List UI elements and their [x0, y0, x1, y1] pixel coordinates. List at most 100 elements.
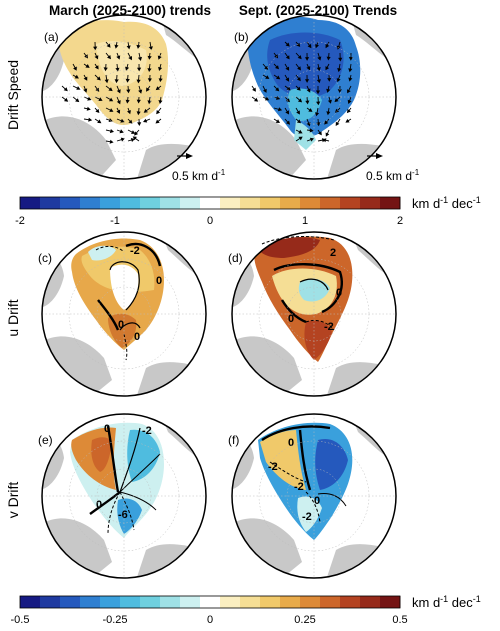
drift-vector-head: [305, 57, 310, 61]
drift-vector-head: [335, 121, 340, 126]
drift-vector: [157, 107, 162, 113]
drift-vector-head: [125, 78, 130, 83]
drift-vector: [295, 63, 300, 69]
drift-vector-head: [306, 122, 311, 127]
drift-vector-head: [305, 100, 310, 105]
drift-vector: [83, 118, 90, 121]
drift-vector-head: [136, 79, 141, 84]
column-title-sept: Sept. (2025-2100) Trends: [239, 3, 397, 18]
map-boundary: [41, 14, 207, 180]
drift-vector-head: [296, 110, 300, 115]
contour-label: -2: [324, 321, 334, 333]
drift-vector-head: [134, 131, 139, 136]
colorbar-tick-label: 0: [207, 215, 213, 227]
drift-vector-head: [147, 68, 152, 72]
drift-vector-head: [315, 44, 319, 49]
drift-vector-head: [83, 88, 88, 93]
drift-vector-head: [315, 112, 320, 117]
colorbar-swatch: [360, 197, 381, 209]
drift-vector: [284, 74, 288, 80]
colorbar-swatch: [20, 197, 41, 209]
drift-vector-head: [254, 97, 259, 102]
drift-vector-head: [275, 65, 279, 70]
drift-vector-head: [74, 74, 79, 79]
drift-vector: [72, 63, 76, 69]
panel-label: (d): [228, 251, 243, 265]
column-title-march: March (2025-2100) trends: [49, 3, 211, 18]
drift-vector: [83, 96, 89, 100]
drift-vector-head: [326, 88, 331, 93]
drift-vector-head: [348, 57, 353, 61]
drift-vector-head: [73, 66, 77, 71]
drift-vector-head: [277, 107, 283, 112]
drift-vector-head: [87, 96, 92, 101]
panel-label: (e): [38, 433, 53, 447]
drift-vector: [326, 63, 330, 68]
colorbar-swatches: [20, 197, 401, 209]
drift-vector-head: [296, 42, 301, 47]
drift-vector: [105, 85, 111, 90]
drift-vector-head: [137, 122, 142, 126]
drift-vector-head: [334, 98, 339, 103]
drift-vector-head: [95, 108, 100, 113]
svg-text:0.5 km d-1: 0.5 km d-1: [366, 168, 420, 183]
colorbar-swatch: [140, 596, 161, 608]
map-boundary: [231, 413, 397, 579]
contour-label: 0: [156, 275, 162, 287]
drift-vector-head: [297, 66, 301, 71]
drift-vector: [348, 85, 352, 92]
colorbar-top: -2 -1 0 1 2 km d-1 dec-1: [15, 195, 481, 227]
colorbar-bottom: -0.5 -0.25 0 0.25 0.5 km d-1 dec-1: [11, 594, 481, 626]
colorbar-tick-label: -1: [110, 215, 120, 227]
drift-vector-head: [103, 67, 108, 72]
colorbar-swatch: [160, 596, 181, 608]
drift-vector-head: [116, 89, 121, 94]
drift-vector: [295, 74, 300, 80]
drift-vector-head: [63, 87, 68, 92]
drift-vector-head: [326, 111, 331, 116]
panel-c: -2 0 0 0 (c): [38, 231, 207, 397]
drift-vector: [262, 74, 268, 78]
drift-vector: [284, 63, 288, 69]
drift-vector: [149, 41, 152, 48]
contours: [261, 236, 343, 331]
drift-vector-head: [306, 66, 311, 71]
drift-vector: [72, 85, 78, 89]
contour-label: -2: [268, 461, 278, 473]
drift-vector: [94, 74, 99, 79]
contour-label: 0: [314, 495, 320, 507]
drift-vector-head: [286, 86, 291, 91]
drift-vector-head: [325, 43, 330, 49]
drift-vector: [105, 52, 110, 58]
contour-label: 0: [336, 287, 342, 299]
panel-label: (b): [234, 30, 249, 44]
drift-vector-head: [155, 86, 160, 91]
drift-vector-head: [115, 67, 120, 72]
panel-label: (a): [44, 30, 59, 44]
drift-vector: [105, 129, 112, 132]
colorbar-swatch: [320, 596, 341, 608]
drift-vector-head: [285, 98, 290, 103]
drift-vector-head: [114, 79, 119, 84]
drift-vector-head: [136, 99, 141, 104]
drift-vector-head: [88, 117, 93, 122]
map-boundary: [231, 14, 397, 180]
colorbar-swatch: [340, 197, 361, 209]
drift-vector-head: [317, 56, 322, 61]
panel-a: (a): [41, 14, 207, 180]
drift-vector-head: [76, 86, 81, 90]
drift-vector-head: [275, 119, 280, 123]
drift-vector-head: [307, 43, 312, 49]
colorbar-swatch: [280, 197, 301, 209]
panel-e: 0 -2 0 -6 (e): [38, 413, 207, 579]
colorbar-swatch: [60, 596, 81, 608]
drift-vector: [105, 107, 112, 111]
drift-vector-head: [309, 137, 315, 142]
colorbar-ticks: -2 -1 0 1 2: [15, 215, 403, 227]
drift-vector: [284, 96, 289, 101]
drift-vector: [295, 137, 301, 142]
contour-label: -2: [130, 245, 140, 257]
drift-vector-head: [126, 45, 131, 50]
drift-vector: [317, 74, 320, 81]
drift-vector-head: [132, 136, 137, 141]
